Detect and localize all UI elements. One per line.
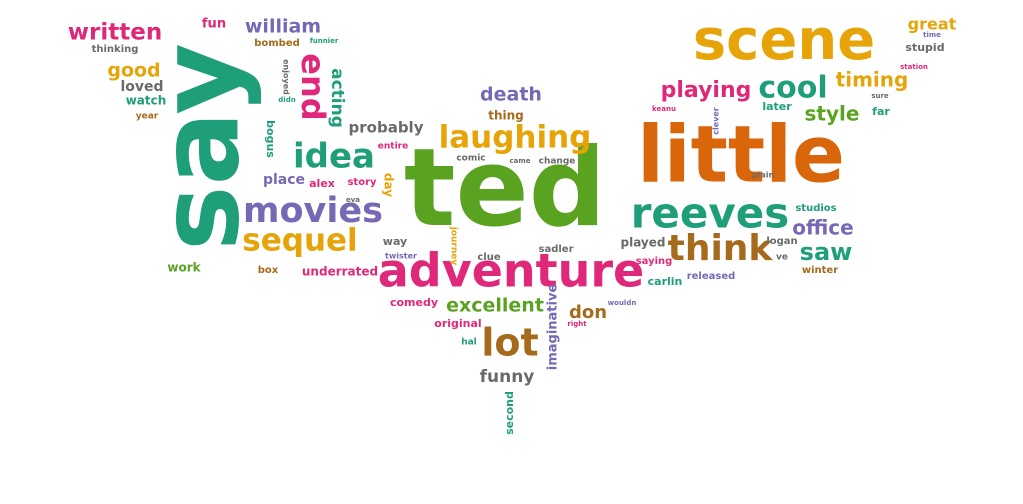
word-clue: clue	[477, 252, 500, 263]
word-carlin: carlin	[648, 275, 683, 288]
word-original: original	[434, 317, 481, 330]
word-journey: journey	[449, 226, 459, 266]
word-alex: alex	[309, 177, 335, 190]
word-entire: entire	[378, 142, 408, 152]
word-plain: plain	[752, 171, 775, 180]
word-acting: acting	[327, 68, 347, 128]
word-ted: ted	[404, 126, 606, 251]
word-enjoyed: enjoyed	[282, 59, 291, 95]
word-movies: movies	[243, 191, 383, 231]
word-thing: thing	[488, 109, 524, 123]
word-played: played	[621, 236, 666, 250]
word-second: second	[503, 391, 516, 435]
word-watch: watch	[126, 94, 167, 108]
word-bogus: bogus	[264, 120, 277, 158]
word-bombed: bombed	[254, 38, 300, 49]
word-playing: playing	[661, 78, 752, 103]
word-reeves: reeves	[631, 189, 790, 238]
word-say: say	[135, 43, 263, 251]
word-way: way	[383, 235, 407, 248]
word-logan: logan	[766, 236, 797, 247]
word-story: story	[347, 177, 377, 188]
word-work: work	[167, 261, 201, 275]
word-later: later	[762, 100, 792, 113]
word-eva: eva	[346, 196, 360, 204]
word-think: think	[668, 228, 774, 269]
word-death: death	[480, 84, 542, 106]
word-stupid: stupid	[905, 41, 944, 54]
word-comic: comic	[456, 154, 485, 164]
word-wouldn: wouldn	[608, 299, 637, 307]
word-lot: lot	[481, 321, 538, 365]
word-saying: saying	[636, 256, 673, 267]
word-excellent: excellent	[446, 295, 544, 317]
word-funny: funny	[480, 367, 535, 387]
word-scene: scene	[693, 8, 875, 73]
word-funnier: funnier	[310, 37, 339, 45]
word-sequel: sequel	[242, 223, 357, 259]
word-sure: sure	[871, 92, 889, 100]
word-didn: didn	[278, 96, 295, 104]
word-released: released	[687, 271, 736, 282]
word-don: don	[569, 302, 607, 323]
word-office: office	[792, 216, 853, 240]
word-sadler: sadler	[539, 244, 574, 255]
word-twister: twister	[385, 252, 417, 261]
word-box: box	[258, 265, 279, 276]
word-thinking: thinking	[92, 44, 139, 55]
word-written: written	[68, 20, 162, 46]
word-came: came	[510, 157, 531, 165]
word-imaginative: imaginative	[546, 284, 561, 371]
word-time: time	[923, 31, 941, 39]
word-end: end	[294, 53, 332, 120]
word-little: little	[637, 110, 845, 200]
word-right: right	[567, 320, 587, 328]
word-timing: timing	[836, 68, 909, 92]
word-william: william	[245, 16, 321, 38]
word-idea: idea	[293, 137, 375, 177]
word-far: far	[872, 105, 890, 118]
word-style: style	[805, 102, 860, 126]
word-station: station	[900, 63, 928, 71]
word-great: great	[908, 15, 957, 34]
word-probably: probably	[349, 119, 424, 137]
word-cool: cool	[758, 71, 827, 106]
word-laughing: laughing	[439, 120, 592, 156]
word-saw: saw	[800, 238, 853, 266]
word-place: place	[263, 172, 305, 188]
word-loved: loved	[120, 79, 163, 95]
word-studios: studios	[795, 203, 836, 214]
word-keanu: keanu	[652, 105, 676, 113]
word-fun: fun	[202, 17, 226, 32]
word-hal: hal	[461, 338, 477, 348]
word-comedy: comedy	[390, 296, 438, 309]
word-clever: clever	[712, 107, 721, 135]
word-day: day	[382, 173, 396, 197]
word-year: year	[136, 112, 159, 122]
word-good: good	[107, 60, 160, 82]
word-ve: ve	[776, 253, 788, 263]
word-change: change	[539, 157, 576, 167]
word-underrated: underrated	[302, 265, 378, 279]
word-adventure: adventure	[378, 244, 645, 298]
word-winter: winter	[802, 265, 838, 276]
